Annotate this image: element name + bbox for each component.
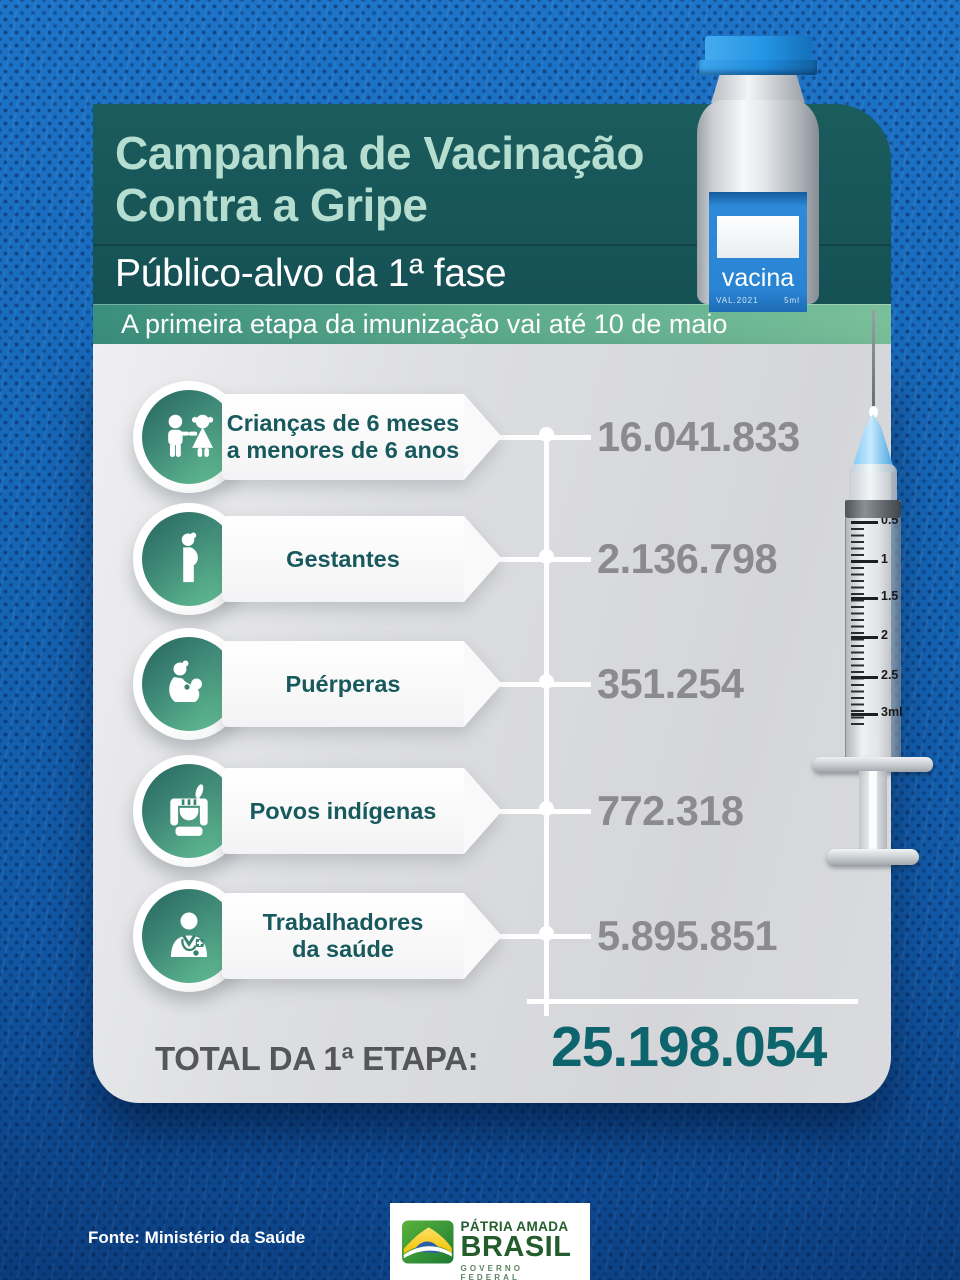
page-title: Campanha de Vacinação Contra a Gripe: [115, 127, 815, 231]
vial-label: vacina VAL.2021 5ml: [709, 192, 807, 312]
gov-logo-line3: GOVERNO FEDERAL: [460, 1263, 524, 1280]
group-icon-circle: [142, 390, 236, 484]
group-label-line: Crianças de 6 meses: [226, 410, 460, 437]
tick-label: 1.5: [881, 589, 899, 603]
gov-logo-line1: PÁTRIA AMADA: [460, 1219, 569, 1234]
vial-label-blank: [717, 216, 799, 258]
connector-dot: [539, 926, 554, 941]
group-icon-circle: [142, 637, 236, 731]
syringe-major-tick: 3ml: [851, 705, 903, 719]
syringe-major-tick: 1.5: [851, 589, 898, 603]
syringe-plunger-cap: [827, 849, 919, 865]
group-label-line: Puérperas: [285, 670, 401, 697]
vial-label-text: vacina: [721, 264, 795, 292]
group-label-line: da saúde: [292, 936, 394, 962]
phase-banner-text: A primeira etapa da imunização vai até 1…: [121, 309, 728, 339]
group-row-criancas: Crianças de 6 meses a menores de 6 anos …: [0, 375, 960, 499]
syringe-needle: [872, 310, 875, 422]
group-label-line: Povos indígenas: [249, 797, 437, 824]
syringe-major-tick: 0.5: [851, 513, 898, 527]
vial-cap: [705, 36, 811, 62]
total-value: 25.198.054: [551, 1015, 827, 1079]
group-label-tag: Povos indígenas: [222, 768, 502, 854]
syringe-barrel: 0.5 1 1.5 2 2.5 3ml: [845, 500, 903, 762]
group-label-tag: Trabalhadores da saúde: [222, 893, 502, 979]
syringe-top-band: [845, 500, 901, 518]
vial-volume: 5ml: [784, 296, 800, 305]
group-row-povos-indigenas: Povos indígenas 772.318: [0, 749, 960, 873]
syringe-plunger-ridge: [869, 771, 877, 853]
total-label: TOTAL DA 1ª ETAPA:: [155, 1040, 479, 1077]
gov-logo-line2: BRASIL: [460, 1231, 572, 1263]
vial-label-smallprint: VAL.2021 5ml: [716, 296, 800, 305]
connector-dot: [539, 427, 554, 442]
group-icon-circle: [142, 764, 236, 858]
source-text: Fonte: Ministério da Saúde: [88, 1228, 306, 1247]
group-value: 772.318: [597, 787, 744, 834]
group-value: 2.136.798: [597, 535, 778, 582]
tick-label: 2.5: [881, 668, 899, 682]
health-worker-icon: [171, 912, 207, 957]
vial-cap-flange: [699, 60, 817, 75]
title-line-2: Contra a Gripe: [115, 178, 428, 231]
connector-dot: [539, 801, 554, 816]
tick-label: 3ml: [881, 705, 903, 719]
group-row-gestantes: Gestantes 2.136.798: [0, 497, 960, 621]
vial-neck: [711, 75, 805, 103]
group-icon-circle: [142, 512, 236, 606]
header-divider: [93, 244, 891, 246]
title-line-1: Campanha de Vacinação: [115, 127, 644, 179]
government-logo: PÁTRIA AMADA BRASIL GOVERNO FEDERAL: [390, 1203, 590, 1280]
connector-bottom-stub: [544, 999, 549, 1016]
group-label-line: Trabalhadores: [262, 909, 424, 936]
tick-label: 2: [881, 628, 888, 642]
group-value: 351.254: [597, 660, 744, 707]
syringe-major-tick: 1: [851, 552, 888, 566]
tick-label: 1: [881, 552, 888, 566]
group-label-line: Gestantes: [286, 545, 400, 572]
children-icon: [168, 414, 214, 457]
page-subtitle: Público-alvo da 1ª fase: [115, 252, 507, 295]
breastfeeding-icon: [169, 660, 202, 702]
connector-dot: [539, 674, 554, 689]
connector-bottom-line: [527, 999, 858, 1004]
brazil-flag-icon: [402, 1220, 454, 1264]
group-label-tag: Puérperas: [222, 641, 502, 727]
syringe-flange: [813, 757, 933, 772]
vaccine-vial: vacina VAL.2021 5ml: [697, 36, 819, 312]
group-label-tag: Gestantes: [222, 516, 502, 602]
group-value: 5.895.851: [597, 912, 778, 959]
vial-validity: VAL.2021: [716, 296, 759, 305]
connector-vertical-line: [544, 437, 549, 1003]
group-icon-circle: [142, 889, 236, 983]
group-row-trabalhadores-saude: Trabalhadores da saúde 5.895.851: [0, 874, 960, 998]
indigenous-person-icon: [170, 784, 208, 836]
syringe-major-tick: 2: [851, 628, 888, 642]
syringe-minor-ticks: [851, 515, 864, 727]
government-logo-text: PÁTRIA AMADA BRASIL GOVERNO FEDERAL: [461, 1219, 583, 1280]
group-value: 16.041.833: [597, 413, 800, 460]
group-label-tag: Crianças de 6 meses a menores de 6 anos: [222, 394, 502, 480]
connector-dot: [539, 549, 554, 564]
syringe-major-tick: 2.5: [851, 668, 898, 682]
pregnant-woman-icon: [181, 532, 198, 583]
syringe-needle-tip: [869, 406, 878, 418]
group-label-line: a menores de 6 anos: [226, 437, 460, 463]
group-row-puerperas: Puérperas 351.254: [0, 622, 960, 746]
vial-body: vacina VAL.2021 5ml: [697, 100, 819, 312]
